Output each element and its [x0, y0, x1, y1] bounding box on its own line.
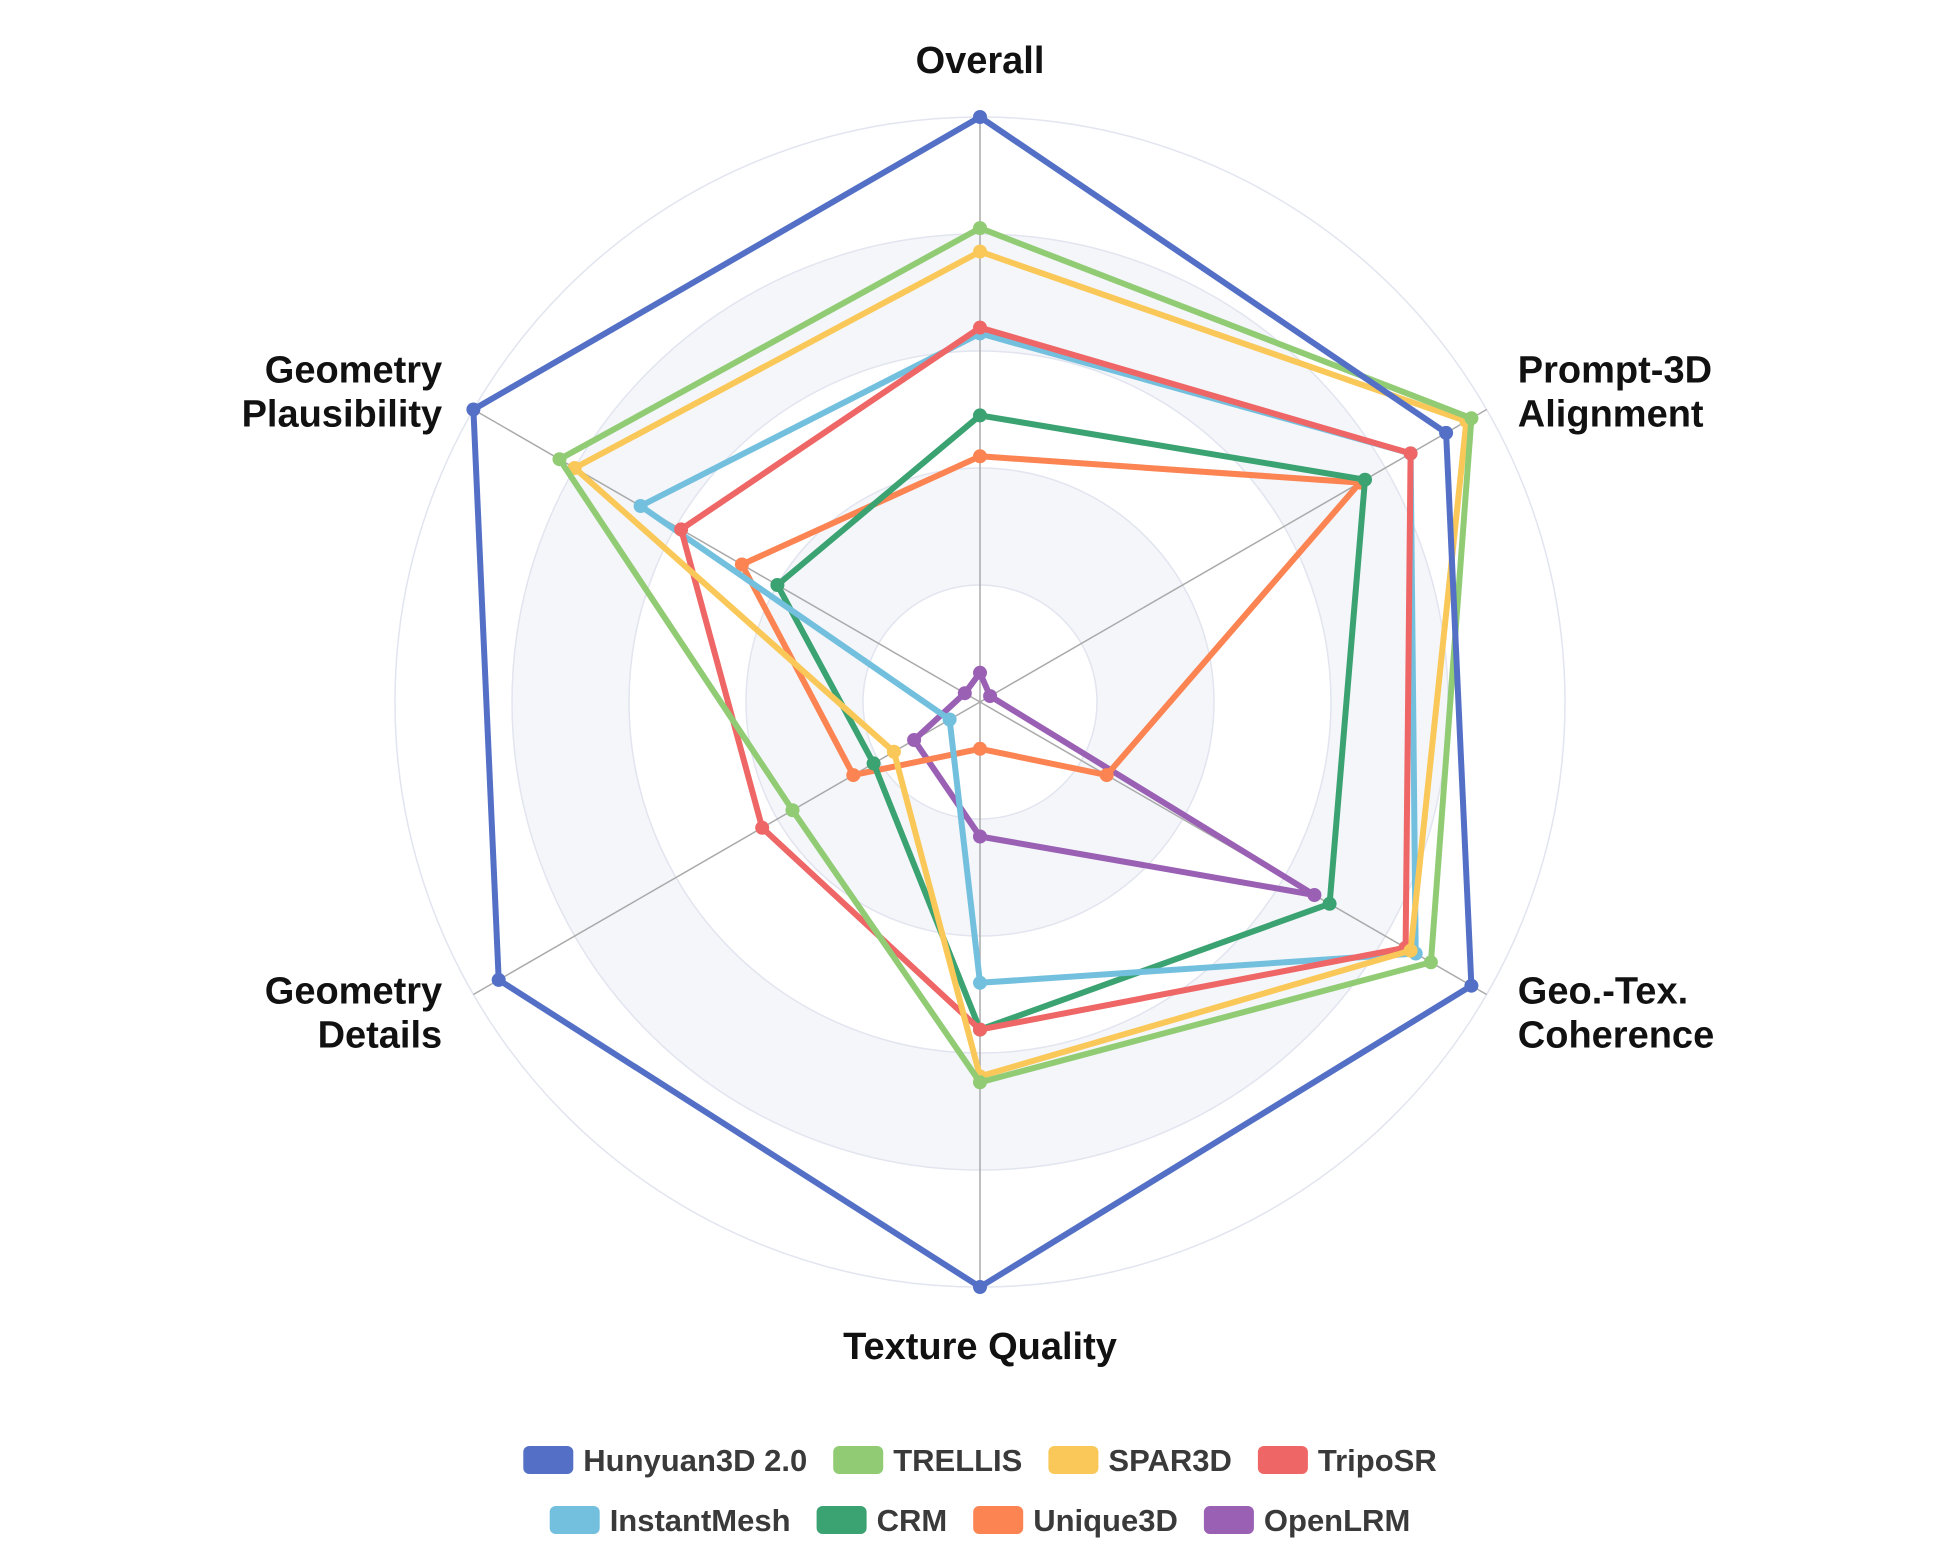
series-7-point-5 [957, 686, 972, 701]
legend-swatch-2 [1048, 1446, 1099, 1474]
legend-label-3: TripoSR [1318, 1443, 1437, 1478]
legend-item-4: InstantMesh [549, 1503, 791, 1538]
axis-label-3-line-0: Texture Quality [843, 1326, 1117, 1368]
series-6-point-3 [973, 741, 987, 756]
legend-item-1: TRELLIS [833, 1443, 1022, 1478]
axis-label-1-line-0: Prompt-3D [1518, 350, 1712, 392]
axis-label-0-line-0: Overall [916, 40, 1045, 82]
legend-label-7: OpenLRM [1264, 1503, 1410, 1538]
legend-swatch-0 [523, 1446, 574, 1474]
legend-label-0: Hunyuan3D 2.0 [583, 1443, 807, 1478]
series-3-point-4 [755, 820, 770, 835]
legend-label-5: CRM [877, 1503, 948, 1538]
legend-item-0: Hunyuan3D 2.0 [523, 1443, 807, 1478]
series-7 [907, 665, 1322, 902]
axis-label-4-line-1: Details [318, 1015, 443, 1057]
series-1-point-2 [1423, 955, 1438, 970]
series-0-point-5 [466, 402, 481, 417]
series-1-point-1 [1464, 411, 1479, 426]
series-6-point-2 [1099, 768, 1114, 783]
series-3-point-5 [674, 522, 689, 537]
series-1-point-3 [973, 1075, 987, 1090]
series-0-point-4 [491, 972, 506, 987]
axis-label-1-line-1: Alignment [1518, 394, 1704, 436]
legend-item-6: Unique3D [973, 1503, 1178, 1538]
series-5-point-1 [1358, 472, 1372, 487]
series-0-point-1 [1439, 425, 1454, 440]
legend-item-3: TripoSR [1257, 1443, 1437, 1478]
series-4-point-4 [942, 712, 957, 727]
series-6-point-4 [846, 768, 861, 783]
series-3-point-1 [1403, 446, 1418, 461]
legend-label-2: SPAR3D [1108, 1443, 1231, 1478]
legend-swatch-3 [1257, 1446, 1308, 1474]
series-7-point-3 [973, 829, 987, 844]
axis-label-2-line-0: Geo.-Tex. [1518, 971, 1688, 1013]
series-3-point-0 [973, 320, 987, 335]
series-7-point-4 [907, 733, 922, 747]
legend-label-6: Unique3D [1033, 1503, 1178, 1538]
series-5-point-0 [973, 408, 987, 423]
axis-line-1 [979, 408, 1487, 703]
axis-label-5: Geometry Plausibility [242, 350, 443, 436]
series-5-point-2 [1322, 896, 1337, 911]
series-2-point-2 [1403, 943, 1418, 958]
axis-label-2-line-1: Coherence [1518, 1015, 1714, 1057]
series-7-point-0 [973, 665, 987, 680]
legend-label-1: TRELLIS [893, 1443, 1022, 1478]
series-6-point-0 [973, 449, 987, 464]
legend-swatch-7 [1203, 1506, 1254, 1534]
legend-swatch-4 [549, 1506, 600, 1534]
series-5-point-4 [866, 756, 881, 771]
axis-label-0: Overall [916, 40, 1045, 82]
legend-item-5: CRM [816, 1503, 948, 1538]
radar-series [466, 110, 1479, 1294]
legend-swatch-6 [973, 1506, 1024, 1534]
series-7-point-2 [1307, 888, 1322, 902]
axis-label-5-line-1: Plausibility [242, 394, 443, 436]
axis-label-1: Prompt-3D Alignment [1518, 350, 1712, 436]
axis-label-5-line-0: Geometry [265, 350, 442, 392]
series-0 [466, 110, 1479, 1294]
series-6-point-5 [734, 557, 749, 572]
series-1-point-4 [785, 803, 800, 818]
series-0-point-3 [973, 1280, 987, 1294]
series-3-point-3 [973, 1022, 987, 1037]
series-7-point-1 [983, 689, 998, 704]
axis-labels: Overall Prompt-3D Alignment Geo.-Tex. Cohere… [242, 40, 1715, 1368]
series-4-point-5 [633, 499, 648, 513]
axis-label-4: Geometry Details [265, 971, 442, 1057]
series-2-point-0 [973, 244, 987, 259]
legend: Hunyuan3D 2.0 TRELLIS SPAR3D TripoSR Instant… [523, 1443, 1437, 1538]
series-0-point-0 [973, 110, 987, 124]
series-1-point-0 [973, 221, 987, 236]
legend-item-7: OpenLRM [1203, 1503, 1410, 1538]
series-0-point-2 [1464, 978, 1479, 993]
legend-swatch-5 [816, 1506, 867, 1534]
axis-label-2: Geo.-Tex. Coherence [1518, 971, 1714, 1057]
series-4-point-3 [973, 975, 987, 990]
legend-label-4: InstantMesh [610, 1503, 791, 1538]
series-5-point-5 [770, 578, 785, 592]
legend-swatch-1 [833, 1446, 884, 1474]
axis-label-4-line-0: Geometry [265, 971, 442, 1013]
series-2-point-4 [886, 744, 901, 759]
legend-item-2: SPAR3D [1048, 1443, 1232, 1478]
series-1 [552, 221, 1479, 1090]
series-1-point-5 [552, 452, 567, 467]
axis-label-3: Texture Quality [843, 1326, 1117, 1368]
